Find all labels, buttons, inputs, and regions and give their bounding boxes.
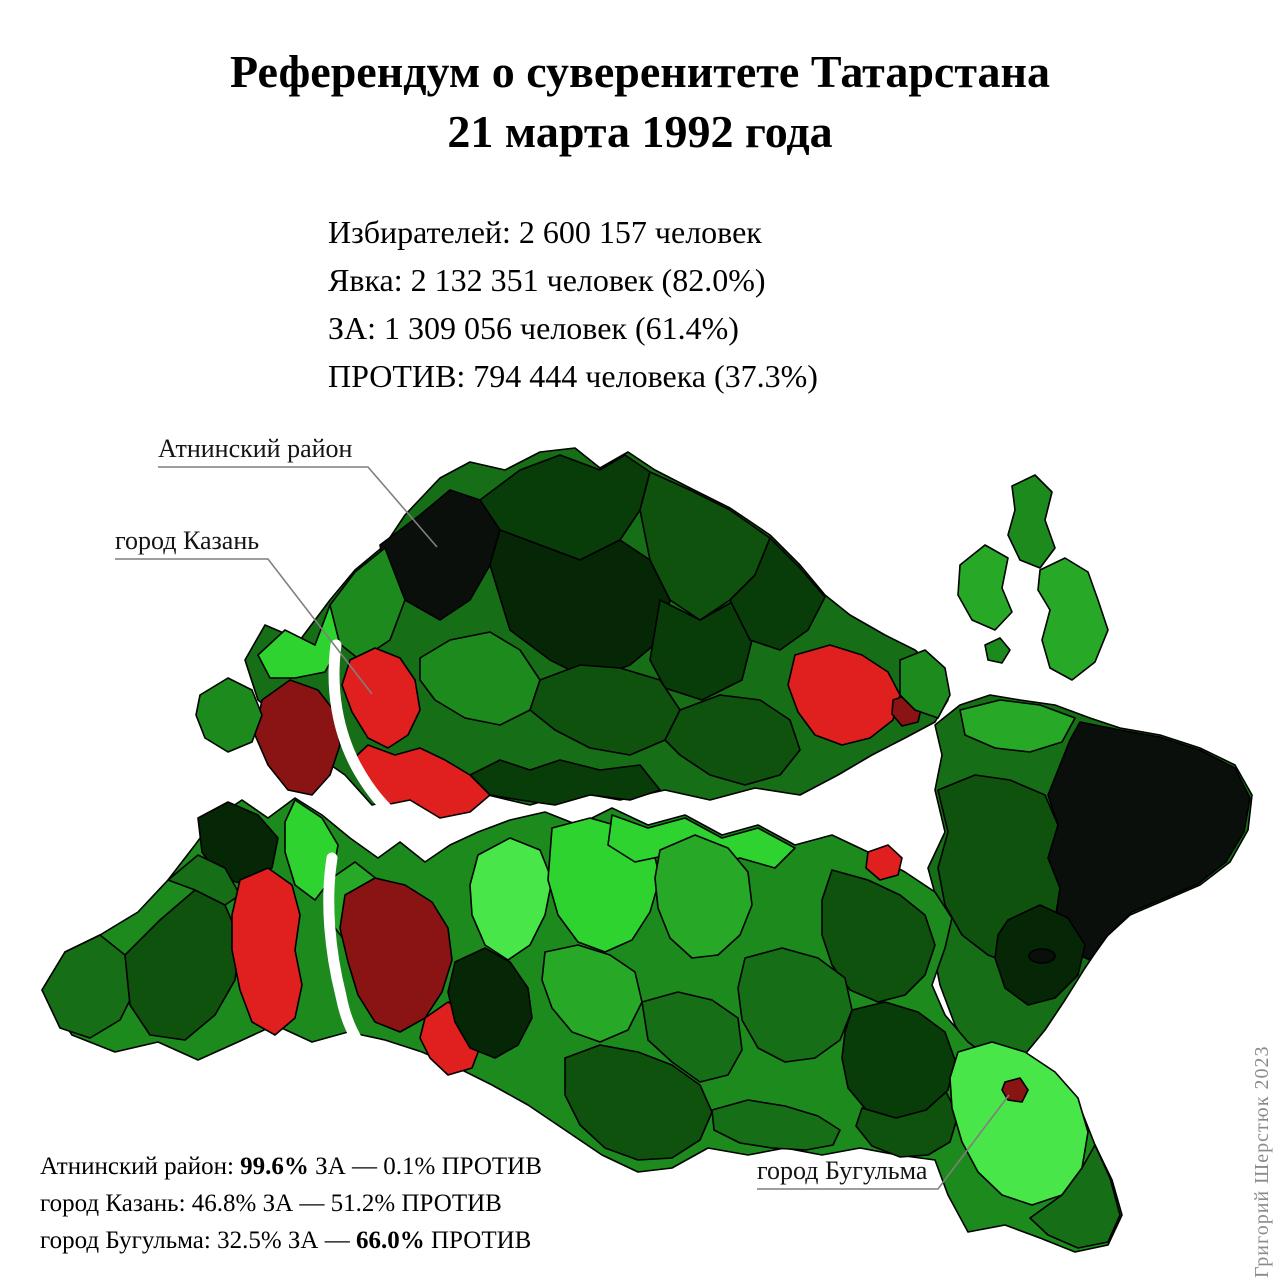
- footnote-text: ЗА — 0.1% ПРОТИВ: [308, 1153, 542, 1180]
- annotation-line-atninsky: [158, 466, 438, 548]
- watermark: Григорий Шерстюк 2023: [1251, 1045, 1273, 1278]
- district: [1037, 557, 1109, 681]
- district: [447, 947, 533, 1059]
- district: [339, 877, 453, 1033]
- footnote-line: город Бугульма: 32.5% ЗА — 66.0% ПРОТИВ: [40, 1222, 542, 1259]
- annotation-label-atninsky: Атнинский район: [158, 434, 353, 463]
- stat-for: ЗА: 1 309 056 человек (61.4%): [328, 310, 739, 346]
- map-region-northeast: [957, 474, 1109, 681]
- footnotes-block: Атнинский район: 99.6% ЗА — 0.1% ПРОТИВ г…: [40, 1148, 542, 1259]
- district: [124, 889, 241, 1041]
- district: [984, 637, 1011, 664]
- footnote-text: город Бугульма: 32.5% ЗА —: [40, 1227, 356, 1254]
- stat-against: ПРОТИВ: 794 444 человека (37.3%): [328, 358, 818, 394]
- footnote-text: город Казань: 46.8% ЗА — 51.2% ПРОТИВ: [40, 1190, 502, 1217]
- district: [1029, 1144, 1121, 1249]
- district: [711, 1099, 841, 1151]
- annotations: Атнинский район город Казань город Бугул…: [115, 434, 1010, 1190]
- footnote-line: город Казань: 46.8% ЗА — 51.2% ПРОТИВ: [40, 1185, 542, 1222]
- river: [323, 852, 374, 1060]
- district: [564, 1044, 713, 1161]
- district: [541, 944, 643, 1043]
- district: [1047, 721, 1251, 961]
- page-title: Референдум о суверенитете Татарстана 21 …: [0, 42, 1280, 162]
- district: [1007, 474, 1056, 569]
- district: [737, 947, 853, 1063]
- footnote-text: ПРОТИВ: [424, 1227, 532, 1254]
- district: [855, 1091, 959, 1158]
- district: [787, 644, 901, 746]
- annotation-line-kazan: [115, 558, 373, 695]
- map-region-north: [244, 447, 951, 830]
- district: [1028, 948, 1056, 964]
- district: [641, 991, 743, 1083]
- stats-block: Избирателей: 2 600 157 человек Явка: 2 1…: [328, 208, 818, 400]
- district: [649, 599, 753, 701]
- footnote-value-bold: 99.6%: [240, 1153, 309, 1180]
- district: [821, 869, 936, 1003]
- district: [729, 537, 826, 651]
- map-region-east: [927, 694, 1253, 1079]
- district: [654, 834, 753, 959]
- district: [469, 837, 553, 961]
- map-region-south: [41, 797, 1123, 1253]
- district: [957, 544, 1013, 631]
- footnote-text: Атнинский район:: [40, 1153, 241, 1180]
- district: [959, 699, 1076, 753]
- footnote-value-bold: 66.0%: [356, 1227, 425, 1254]
- district: [469, 759, 661, 806]
- title-line-1: Референдум о суверенитете Татарстана: [230, 46, 1050, 97]
- district: [865, 844, 903, 881]
- district: [664, 694, 801, 786]
- district: [231, 867, 303, 1036]
- volga-river: [328, 639, 410, 830]
- stat-voters: Избирателей: 2 600 157 человек: [328, 214, 762, 250]
- district: [195, 677, 263, 753]
- annotation-line-bugulma: [757, 1094, 1010, 1190]
- annotation-label-bugulma: город Бугульма: [757, 1156, 928, 1185]
- stat-turnout: Явка: 2 132 351 человек (82.0%): [328, 262, 766, 298]
- footnote-line: Атнинский район: 99.6% ЗА — 0.1% ПРОТИВ: [40, 1148, 542, 1185]
- district: [899, 649, 951, 719]
- district: [254, 679, 341, 796]
- district-kazan: [341, 647, 421, 749]
- annotation-label-kazan: город Казань: [115, 526, 259, 555]
- title-line-2: 21 марта 1992 года: [447, 105, 833, 157]
